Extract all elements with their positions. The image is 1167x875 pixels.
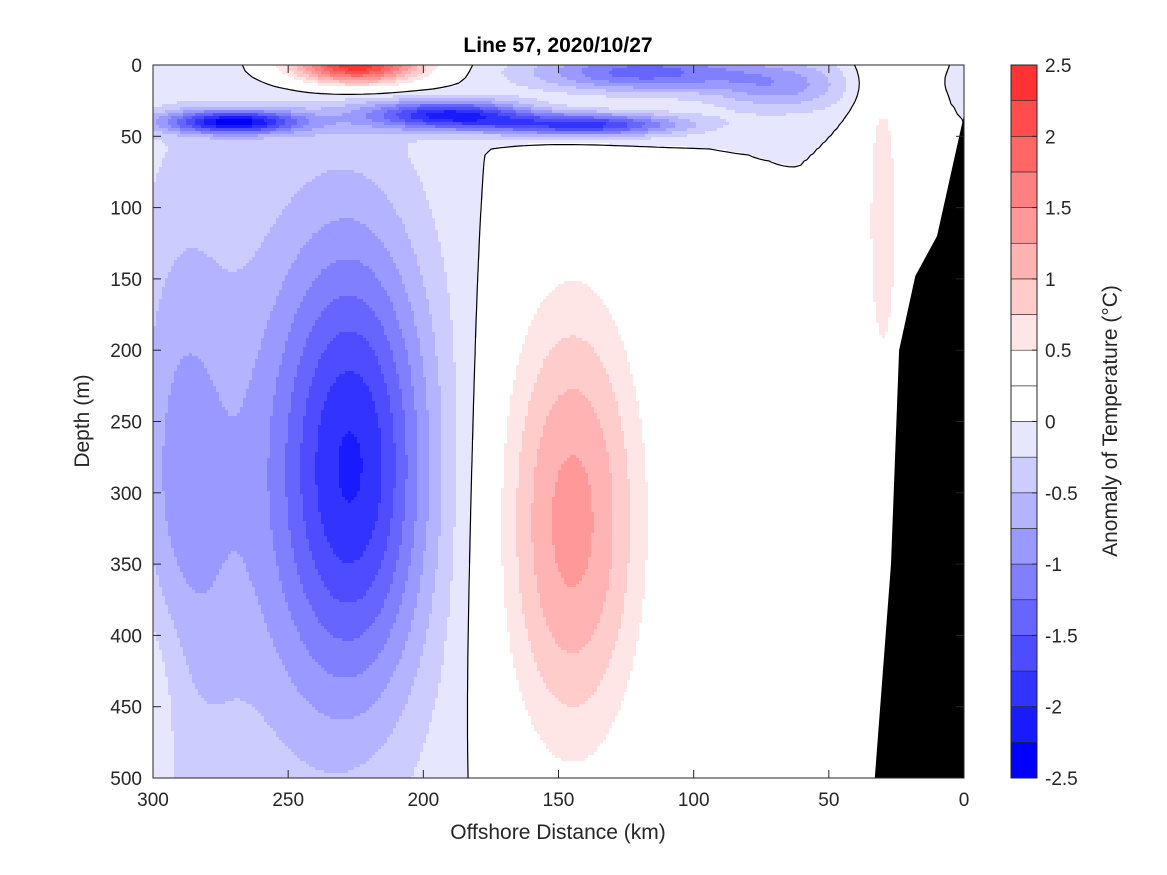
colorbar-bin <box>1011 635 1037 671</box>
colorbar-bin <box>1011 172 1037 208</box>
colorbar-bin <box>1011 600 1037 636</box>
colorbar-bin <box>1011 136 1037 172</box>
colorbar-bin <box>1011 65 1037 101</box>
y-tick-label: 0 <box>131 56 142 77</box>
colorbar-tick-label: 1.5 <box>1045 199 1071 220</box>
colorbar-tick-label: -2.5 <box>1045 769 1078 790</box>
colorbar-bin <box>1011 315 1037 351</box>
colorbar-tick-label: 1 <box>1045 270 1056 291</box>
colorbar-tick-label: -0.5 <box>1045 484 1078 505</box>
x-tick-label: 300 <box>137 790 169 811</box>
colorbar-bin <box>1011 528 1037 564</box>
x-axis-label: Offshore Distance (km) <box>450 821 666 844</box>
colorbar-tick-label: 2 <box>1045 127 1056 148</box>
colorbar-bin <box>1011 671 1037 707</box>
colorbar-ticks: -2.5 -2 -1.5 -1 -0.5 0 0.5 1 1.5 2 2.5 <box>1032 56 1078 790</box>
x-tick-label: 250 <box>272 790 304 811</box>
colorbar-bin <box>1011 742 1037 778</box>
y-tick-label: 450 <box>110 698 142 719</box>
x-tick-label: 200 <box>407 790 439 811</box>
colorbar-bin <box>1011 493 1037 529</box>
colorbar-bin <box>1011 457 1037 493</box>
colorbar-tick-label: -2 <box>1045 698 1062 719</box>
colorbar-tick-label: -1.5 <box>1045 626 1078 647</box>
y-tick-label: 150 <box>110 270 142 291</box>
contour-fills <box>153 65 966 779</box>
y-tick-label: 400 <box>110 626 142 647</box>
colorbar: -2.5 -2 -1.5 -1 -0.5 0 0.5 1 1.5 2 2.5 Anomaly of … <box>1011 56 1122 790</box>
x-tick-label: 0 <box>959 790 970 811</box>
colorbar-bin <box>1011 279 1037 315</box>
colorbar-tick-label: -1 <box>1045 555 1062 576</box>
y-tick-label: 250 <box>110 413 142 434</box>
chart-title: Line 57, 2020/10/27 <box>463 34 652 57</box>
x-tick-label: 100 <box>678 790 710 811</box>
colorbar-bin <box>1011 707 1037 743</box>
y-axis-label: Depth (m) <box>71 374 94 467</box>
colorbar-bin <box>1011 101 1037 137</box>
y-tick-label: 50 <box>121 127 142 148</box>
y-tick-label: 350 <box>110 555 142 576</box>
contour-figure: Line 57, 2020/10/27 300 250 200 150 100 50 0 0… <box>0 0 1167 875</box>
y-tick-label: 100 <box>110 199 142 220</box>
colorbar-bin <box>1011 243 1037 279</box>
colorbar-bin <box>1011 564 1037 600</box>
colorbar-tick-label: 0.5 <box>1045 341 1071 362</box>
x-tick-label: 150 <box>543 790 575 811</box>
y-tick-label: 300 <box>110 484 142 505</box>
colorbar-bin <box>1011 208 1037 244</box>
colorbar-bin <box>1011 422 1037 458</box>
colorbar-tick-label: 0 <box>1045 413 1056 434</box>
colorbar-bin <box>1011 386 1037 422</box>
colorbar-label: Anomaly of Temperature (°C) <box>1099 285 1122 557</box>
y-tick-label: 500 <box>110 769 142 790</box>
colorbar-tick-label: 2.5 <box>1045 56 1071 77</box>
plot-area <box>153 65 969 779</box>
colorbar-bin <box>1011 350 1037 386</box>
y-tick-label: 200 <box>110 341 142 362</box>
x-tick-label: 50 <box>818 790 839 811</box>
